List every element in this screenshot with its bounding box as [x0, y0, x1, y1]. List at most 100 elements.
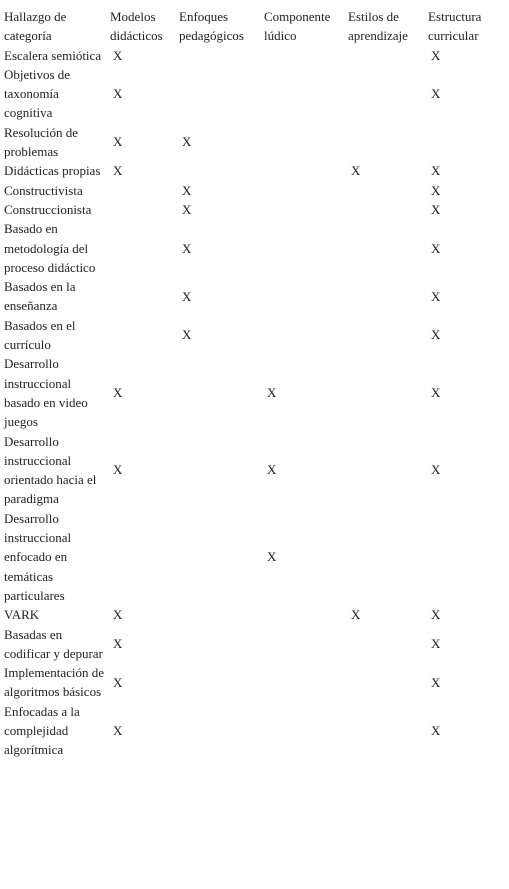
empty-cell: [260, 219, 344, 277]
table-row: Enfocadas a la complejidad algorítmica X X: [0, 702, 509, 760]
table-row: Basados en la enseñanza X X: [0, 277, 509, 316]
mark-cell: X: [113, 636, 123, 652]
empty-cell: [106, 219, 175, 277]
mark-cell: X: [113, 674, 123, 690]
mark-cell: X: [431, 722, 441, 738]
mark-cell: X: [431, 201, 441, 217]
mark-cell: X: [113, 607, 123, 623]
empty-cell: [260, 702, 344, 760]
category-cell: Basadas en codificar y depurar: [4, 626, 103, 661]
table-row: Resolución de problemas X X: [0, 123, 509, 162]
empty-cell: [106, 181, 175, 200]
mark-cell: X: [431, 86, 441, 102]
empty-cell: [344, 277, 424, 316]
empty-cell: [344, 509, 424, 605]
empty-cell: [175, 663, 260, 702]
table-row: Implementación de algoritmos básicos X X: [0, 663, 509, 702]
mark-cell: X: [431, 462, 441, 478]
empty-cell: [344, 625, 424, 664]
empty-cell: [175, 702, 260, 760]
empty-cell: [260, 46, 344, 65]
empty-cell: [344, 432, 424, 509]
table-row: Desarrollo instruccional enfocado en tem…: [0, 509, 509, 605]
empty-cell: [175, 354, 260, 431]
category-cell: Enfocadas a la complejidad algorítmica: [4, 703, 80, 758]
mark-cell: X: [431, 607, 441, 623]
mark-cell: X: [431, 47, 441, 63]
category-cell: Basado en metodología del proceso didáct…: [4, 221, 96, 275]
mark-cell: X: [182, 327, 192, 343]
mark-cell: X: [113, 462, 123, 478]
mark-cell: X: [113, 134, 123, 150]
empty-cell: [344, 316, 424, 355]
header-row: Hallazgo de categoría Modelos didácticos E…: [0, 7, 509, 46]
empty-cell: [260, 65, 344, 123]
mark-cell: X: [182, 288, 192, 304]
empty-cell: [260, 316, 344, 355]
empty-cell: [344, 46, 424, 65]
empty-cell: [175, 65, 260, 123]
empty-cell: [175, 161, 260, 180]
column-header: Estructura curricular: [428, 9, 482, 44]
mark-cell: X: [182, 240, 192, 256]
mark-cell: X: [431, 327, 441, 343]
mark-cell: X: [182, 201, 192, 217]
empty-cell: [260, 181, 344, 200]
empty-cell: [344, 663, 424, 702]
table-row: Constructivista X X: [0, 181, 509, 200]
empty-cell: [260, 605, 344, 624]
empty-cell: [106, 316, 175, 355]
category-cell: Construccionista: [4, 201, 92, 217]
table-row: Desarrollo instruccional orientado hacia…: [0, 432, 509, 509]
category-cell: Resolución de problemas: [4, 124, 79, 160]
empty-cell: [344, 181, 424, 200]
category-cell: Desarrollo instruccional enfocado en tem…: [4, 510, 72, 603]
table-row: Objetivos de taxonomía cognitiva X X: [0, 65, 509, 123]
empty-cell: [260, 200, 344, 219]
category-cell: Didácticas propias: [4, 163, 101, 179]
mark-cell: X: [431, 240, 441, 256]
empty-cell: [260, 625, 344, 664]
empty-cell: [175, 625, 260, 664]
table-body: Escalera semiótica X X Objetivos de taxonom…: [0, 46, 509, 760]
mark-cell: X: [431, 385, 441, 401]
empty-cell: [175, 432, 260, 509]
category-cell: Desarrollo instruccional orientado hacia…: [4, 433, 97, 507]
empty-cell: [424, 123, 509, 162]
table-row: Basadas en codificar y depurar X X: [0, 625, 509, 664]
empty-cell: [106, 509, 175, 605]
empty-cell: [344, 200, 424, 219]
mark-cell: X: [267, 549, 277, 565]
mark-cell: X: [182, 134, 192, 150]
findings-table: Hallazgo de categoría Modelos didácticos E…: [0, 7, 509, 760]
mark-cell: X: [113, 47, 123, 63]
empty-cell: [424, 509, 509, 605]
column-header: Estilos de aprendizaje: [348, 9, 408, 44]
category-cell: Basados en el currículo: [4, 317, 76, 353]
mark-cell: X: [113, 86, 123, 102]
mark-cell: X: [351, 163, 361, 179]
table-row: Construccionista X X: [0, 200, 509, 219]
category-cell: Objetivos de taxonomía cognitiva: [4, 66, 71, 121]
empty-cell: [175, 509, 260, 605]
empty-cell: [344, 123, 424, 162]
mark-cell: X: [113, 385, 123, 401]
table-row: Escalera semiótica X X: [0, 46, 509, 65]
empty-cell: [260, 123, 344, 162]
table-row: VARK X X X: [0, 605, 509, 624]
category-cell: VARK: [4, 607, 40, 623]
table-row: Desarrollo instruccional basado en video…: [0, 354, 509, 431]
empty-cell: [344, 702, 424, 760]
mark-cell: X: [431, 636, 441, 652]
empty-cell: [344, 65, 424, 123]
column-header: Componente lúdico: [264, 9, 331, 44]
category-cell: Basados en la enseñanza: [4, 279, 76, 314]
category-cell: Desarrollo instruccional basado en video…: [4, 356, 88, 430]
category-cell: Implementación de algoritmos básicos: [4, 665, 104, 700]
table-row: Didácticas propias X X X: [0, 161, 509, 180]
mark-cell: X: [113, 163, 123, 179]
mark-cell: X: [431, 674, 441, 690]
column-header: Hallazgo de categoría: [4, 9, 67, 44]
empty-cell: [344, 219, 424, 277]
mark-cell: X: [267, 462, 277, 478]
